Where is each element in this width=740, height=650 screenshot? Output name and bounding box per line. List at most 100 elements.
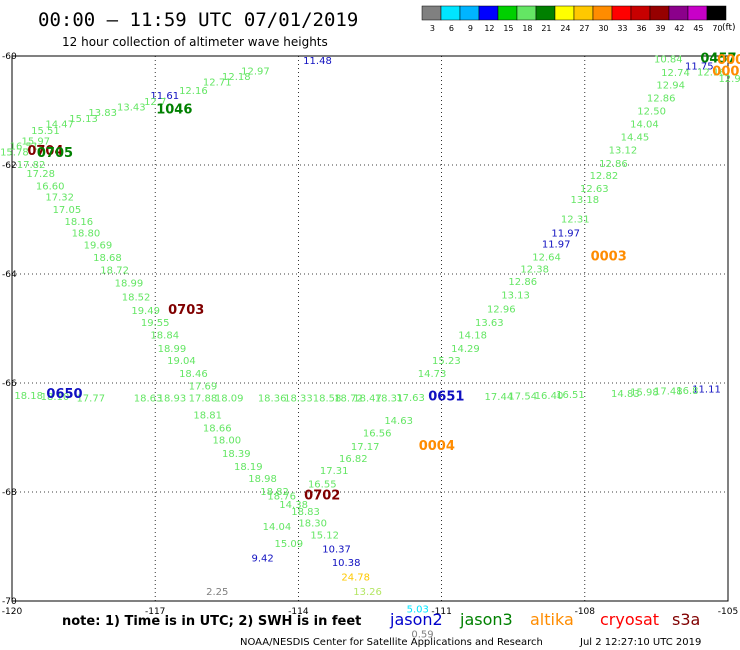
wave-height-label: 12.86	[599, 159, 628, 170]
wave-height-label: 18.36	[258, 394, 287, 405]
wave-height-label: 12.50	[637, 107, 666, 118]
x-tick-label: -120	[2, 607, 23, 617]
wave-height-label: 18.19	[234, 462, 263, 473]
x-axis-ticks: -120 -117 -114 -111 -108 -105	[2, 607, 738, 617]
wave-height-label: 12.7	[144, 97, 166, 108]
wave-height-label: 18.98	[248, 474, 277, 485]
x-tick-label: -105	[718, 607, 738, 617]
pass-time-label: 0705	[37, 146, 73, 161]
wave-height-label: 12.90	[718, 74, 740, 85]
colorbar-tick: 70	[712, 24, 722, 33]
wave-height-label: 10.38	[332, 558, 361, 569]
wave-height-label: 17.82	[17, 160, 46, 171]
wave-height-label: 18.46	[179, 369, 208, 380]
x-tick-label: -117	[145, 607, 165, 617]
wave-height-label: 13.43	[117, 103, 146, 114]
wave-height-label: 17.63	[396, 393, 425, 404]
wave-height-label: 18.63	[134, 394, 163, 405]
wave-height-label: 13.63	[475, 318, 504, 329]
colorbar-swatch	[668, 5, 689, 21]
wave-height-label: 18.31	[375, 394, 404, 405]
wave-height-label: 16.51	[556, 390, 585, 401]
colorbar-swatch	[421, 5, 442, 21]
wave-height-label: 15.51	[31, 126, 60, 137]
wave-height-label: 14.63	[384, 416, 413, 427]
wave-height-label: 18.33	[284, 394, 313, 405]
wave-height-label: 14.83	[611, 389, 640, 400]
pass-time-label: 0004	[419, 439, 455, 454]
wave-height-label: 17.28	[26, 169, 55, 180]
wave-height-label: 12.97	[241, 67, 270, 78]
wave-height-label: 14.45	[621, 133, 650, 144]
wave-height-label: 12.82	[590, 171, 619, 182]
wave-height-label: 11.75	[685, 61, 714, 72]
x-tick-label: -111	[431, 607, 451, 617]
x-tick-label: -114	[288, 607, 309, 617]
legend-cryosat: cryosat	[600, 610, 659, 629]
pass-time-label: 0703	[168, 303, 204, 318]
y-tick-label: -70	[2, 597, 17, 607]
wave-height-label: 16.51	[10, 141, 39, 152]
wave-height-label: 18.39	[222, 449, 251, 460]
pass-time-label: 0704	[27, 144, 63, 159]
plot-frame	[11, 55, 729, 602]
legend-s3a: s3a	[672, 610, 700, 629]
wave-height-label: 18.84	[150, 330, 179, 341]
wave-height-label: 18.30	[298, 519, 327, 530]
wave-height-label: 12.94	[656, 80, 685, 91]
pass-time-label: 0702	[304, 488, 340, 503]
wave-height-label: 18.83	[291, 507, 320, 518]
footer-note: note: 1) Time is in UTC; 2) SWH is in fe…	[62, 614, 361, 629]
wave-height-label: 13.12	[609, 146, 638, 157]
colorbar-unit: (ft)	[722, 23, 736, 33]
wave-height-label: 18.18	[14, 391, 43, 402]
colorbar-swatch	[516, 5, 537, 21]
wave-height-label: 14.38	[279, 500, 308, 511]
wave-height-label: 12.38	[520, 265, 549, 276]
wave-height-label: 15.09	[275, 539, 304, 550]
colorbar-swatch	[611, 5, 632, 21]
wave-height-label: 13.13	[501, 291, 530, 302]
pass-time-label: 0002	[712, 64, 740, 79]
wave-height-label: 18.99	[158, 344, 187, 355]
colorbar-tick: 33	[617, 24, 627, 33]
wave-height-label: 14.73	[418, 369, 447, 380]
colorbar-tick: 45	[693, 24, 703, 33]
legend-jason3: jason3	[459, 610, 513, 629]
wave-height-label: 5.03	[407, 605, 429, 616]
footer-credit: NOAA/NESDIS Center for Satellite Applica…	[240, 637, 543, 648]
wave-height-label: 18.58	[313, 394, 342, 405]
wave-height-label: 18.10	[41, 392, 70, 403]
grid	[12, 56, 728, 601]
colorbar-tick: 18	[522, 24, 532, 33]
chart-title: 00:00 – 11:59 UTC 07/01/2019	[38, 9, 358, 31]
wave-height-label: 18.09	[215, 394, 244, 405]
wave-height-label: 15.23	[432, 356, 461, 367]
wave-height-label: 18.72	[334, 394, 363, 405]
wave-height-label: 13.83	[88, 108, 117, 119]
wave-height-label: 12.86	[647, 93, 676, 104]
colorbar-swatch	[687, 5, 708, 21]
wave-height-label: 15.12	[310, 531, 339, 542]
wave-height-label: 12.74	[661, 68, 690, 79]
wave-height-label: 18.72	[100, 266, 129, 277]
wave-height-label: 19.04	[167, 356, 196, 367]
colorbar-swatch	[535, 5, 556, 21]
colorbar-tick: 39	[655, 24, 665, 33]
wave-height-label: 18.93	[158, 394, 187, 405]
colorbar-tick: 21	[541, 24, 551, 33]
wave-height-label: 18.99	[115, 279, 144, 290]
wave-height-label: 16.60	[36, 182, 65, 193]
colorbar-tick: 6	[449, 24, 454, 33]
pass-time-label: 0651	[428, 390, 464, 405]
wave-height-label: 10.84	[654, 55, 683, 66]
wave-height-label: 15.97	[22, 136, 51, 147]
wave-height-label: 19.49	[131, 306, 160, 317]
colorbar-tick: 42	[674, 24, 684, 33]
colorbar-swatch	[459, 5, 480, 21]
wave-height-label: 16.8	[676, 386, 698, 397]
wave-height-label: 10.37	[322, 545, 351, 556]
colorbar-swatch	[497, 5, 518, 21]
